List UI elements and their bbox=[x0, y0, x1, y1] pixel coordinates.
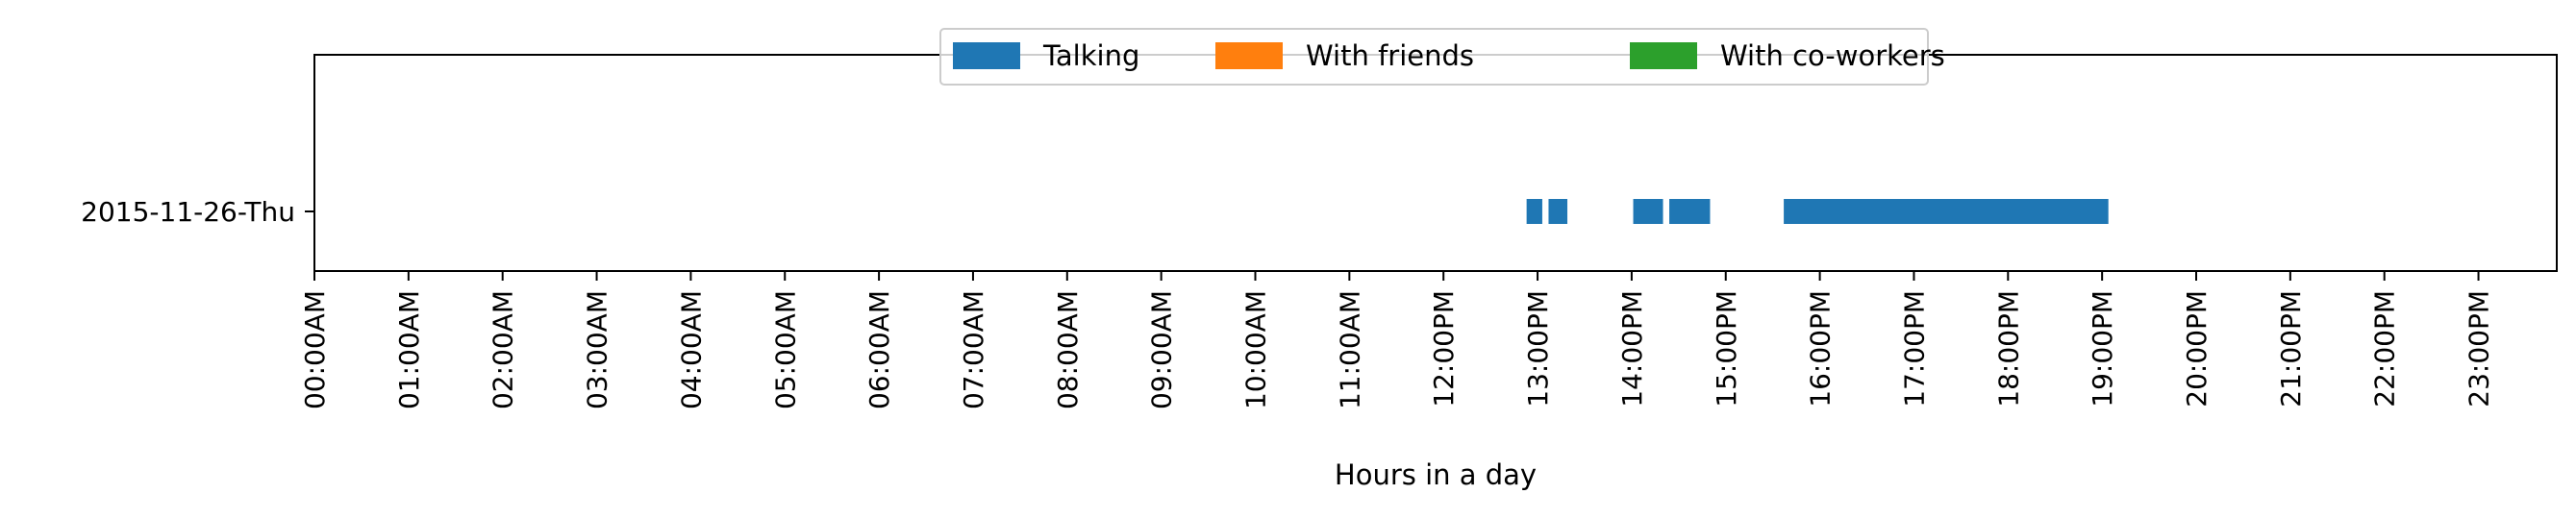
y-tick-label: 2015-11-26-Thu bbox=[81, 196, 295, 228]
bar-talking-2 bbox=[1633, 199, 1663, 224]
x-tick-label: 06:00AM bbox=[863, 290, 895, 409]
legend-label: With friends bbox=[1306, 39, 1474, 72]
x-tick-label: 18:00PM bbox=[1992, 290, 2024, 408]
legend-swatch bbox=[1630, 42, 1697, 69]
x-tick-label: 12:00PM bbox=[1428, 290, 1460, 408]
x-tick-label: 13:00PM bbox=[1522, 290, 1554, 408]
x-tick-label: 07:00AM bbox=[958, 290, 989, 409]
x-tick-label: 17:00PM bbox=[1898, 290, 1930, 408]
x-tick-label: 14:00PM bbox=[1616, 290, 1648, 408]
plot-frame bbox=[313, 54, 2558, 272]
x-tick-label: 09:00AM bbox=[1146, 290, 1178, 409]
x-tick-label: 00:00AM bbox=[299, 290, 331, 409]
x-tick-label: 21:00PM bbox=[2275, 290, 2307, 408]
x-tick-label: 10:00AM bbox=[1240, 290, 1272, 409]
x-tick-label: 22:00PM bbox=[2369, 290, 2401, 408]
bar-talking-4 bbox=[1784, 199, 2109, 224]
x-axis: 00:00AM 01:00AM 02:00AM 03:00AM 04:00AM 05:00… bbox=[299, 271, 2495, 409]
legend: Talking With friends With co-workers bbox=[939, 28, 1945, 86]
bar-talking-3 bbox=[1669, 199, 1711, 224]
bar-talking-0 bbox=[1526, 199, 1542, 224]
y-axis: 2015-11-26-Thu bbox=[81, 196, 314, 228]
x-tick-label: 04:00AM bbox=[675, 290, 707, 409]
x-tick-label: 16:00PM bbox=[1805, 290, 1837, 408]
x-tick-label: 20:00PM bbox=[2181, 290, 2213, 408]
x-axis-title: Hours in a day bbox=[1335, 458, 1537, 491]
x-tick-label: 02:00AM bbox=[488, 290, 519, 409]
x-tick-label: 05:00AM bbox=[769, 290, 801, 409]
plot-bars bbox=[1526, 199, 2109, 224]
x-tick-label: 19:00PM bbox=[2087, 290, 2118, 408]
x-tick-label: 11:00AM bbox=[1334, 290, 1365, 409]
legend-swatch bbox=[1215, 42, 1283, 69]
legend-swatch bbox=[953, 42, 1020, 69]
x-tick-label: 15:00PM bbox=[1711, 290, 1742, 408]
x-tick-label: 23:00PM bbox=[2463, 290, 2495, 408]
legend-label: Talking bbox=[1042, 39, 1139, 72]
bar-talking-1 bbox=[1548, 199, 1568, 224]
x-tick-label: 01:00AM bbox=[393, 290, 425, 409]
legend-label: With co-workers bbox=[1720, 39, 1945, 72]
x-tick-label: 08:00AM bbox=[1052, 290, 1084, 409]
x-tick-label: 03:00AM bbox=[582, 290, 613, 409]
